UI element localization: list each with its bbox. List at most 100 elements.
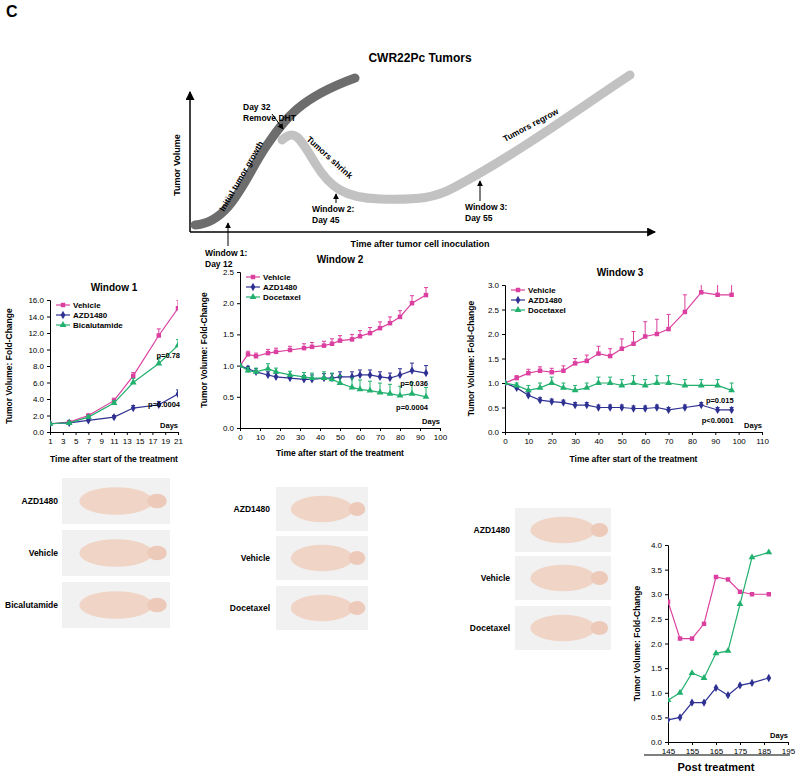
tick-mark [665, 717, 668, 718]
legend-marker [516, 288, 520, 292]
marker [175, 341, 178, 347]
legend-marker [61, 303, 65, 307]
marker [585, 359, 589, 363]
tick: 17 [148, 432, 157, 446]
error-bar-cap [398, 310, 402, 311]
tick-label: 30 [296, 433, 305, 442]
x-axis-title: Time after start of the treatment [276, 448, 404, 458]
tick: 70 [376, 428, 385, 442]
marker [265, 365, 272, 371]
marker [398, 371, 403, 379]
marker [387, 390, 394, 396]
tick-mark [114, 432, 115, 435]
tick-label: 0.5 [488, 404, 500, 413]
marker [309, 374, 316, 380]
error-bar-cap [176, 389, 178, 390]
photo-body [79, 487, 152, 515]
tick: 12.0 [28, 329, 50, 338]
plot-area [240, 288, 429, 399]
tick-label: 100 [434, 433, 448, 442]
tick-mark [692, 742, 693, 745]
marker [714, 684, 719, 692]
legend-marker [60, 321, 67, 327]
photo-head [147, 598, 166, 613]
error-bar-cap [176, 339, 178, 340]
y-axis: 0.00.51.01.52.02.53.0 [488, 281, 506, 437]
caption-rule [644, 754, 790, 755]
tick-mark [47, 317, 50, 318]
tick-mark [665, 693, 668, 694]
photo-body [530, 565, 595, 591]
marker [642, 382, 649, 388]
error-bar-cap [330, 373, 334, 374]
tick-label: 50 [618, 437, 627, 446]
marker [423, 393, 430, 399]
x-axis-line [669, 743, 789, 746]
legend-label: Docetaxel [528, 306, 566, 315]
tick: 1.0 [488, 379, 505, 388]
tick: 40 [595, 432, 604, 446]
tick: 11 [110, 432, 119, 446]
tick: 80 [688, 432, 697, 446]
photo-label: AZD1480 [234, 504, 271, 514]
photo [276, 487, 368, 531]
photo-background [276, 487, 368, 531]
legend-marker [251, 275, 255, 279]
photo-label: Docetaxel [470, 623, 510, 633]
marker [714, 382, 721, 388]
tick-label: 15 [136, 437, 145, 446]
plot-area [668, 548, 772, 724]
error-bar-cap [550, 377, 554, 378]
marker [699, 401, 704, 409]
tick-mark [76, 432, 77, 435]
tick-label: 21 [174, 437, 183, 446]
marker [424, 293, 428, 297]
photo-head [591, 523, 608, 537]
error-bar-cap [561, 383, 565, 384]
marker [690, 698, 695, 706]
tick-mark [47, 300, 50, 301]
tick-mark [715, 432, 716, 435]
tick: 90 [711, 432, 720, 446]
tick-label: 13 [123, 437, 132, 446]
error-bar-cap [620, 338, 624, 339]
tick-label: 20 [548, 437, 557, 446]
marker [66, 419, 73, 425]
tick: 195 [782, 742, 796, 756]
marker [702, 698, 707, 706]
photo-head [147, 494, 166, 509]
y-axis-line [237, 273, 241, 429]
p-value: p=0.78 [156, 351, 180, 360]
error-bar-cap [585, 383, 589, 384]
tick: 50 [336, 428, 345, 442]
photo [62, 530, 170, 576]
marker [668, 716, 670, 724]
tick-label: 70 [665, 437, 674, 446]
tick-mark [47, 366, 50, 367]
tick: 1.0 [651, 689, 668, 698]
marker [397, 392, 404, 398]
window-label: Window 2: [312, 204, 355, 214]
tick-mark [502, 432, 505, 433]
tick: 20 [548, 432, 557, 446]
y-axis-title: Tumor Volume: Fold-Change [466, 301, 476, 417]
marker [655, 332, 659, 336]
marker [378, 326, 382, 330]
legend-label: AZD1480 [73, 311, 108, 320]
tick-mark [502, 285, 505, 286]
photo-background [62, 582, 170, 628]
marker [240, 362, 243, 368]
marker [738, 681, 743, 689]
tick: 2.0 [33, 412, 50, 421]
photo-head [349, 601, 366, 615]
tick-mark [152, 432, 153, 435]
y-axis-title: Tumor Volume: Fold-Change [632, 586, 642, 702]
tick-label: 0.5 [651, 713, 663, 722]
tick: 3.0 [651, 590, 668, 599]
error-bar-cap [424, 365, 428, 366]
marker [266, 351, 270, 355]
tick-label: 40 [316, 433, 325, 442]
marker [549, 370, 553, 374]
tick-mark [88, 432, 89, 435]
tick-label: 3.5 [651, 566, 663, 575]
